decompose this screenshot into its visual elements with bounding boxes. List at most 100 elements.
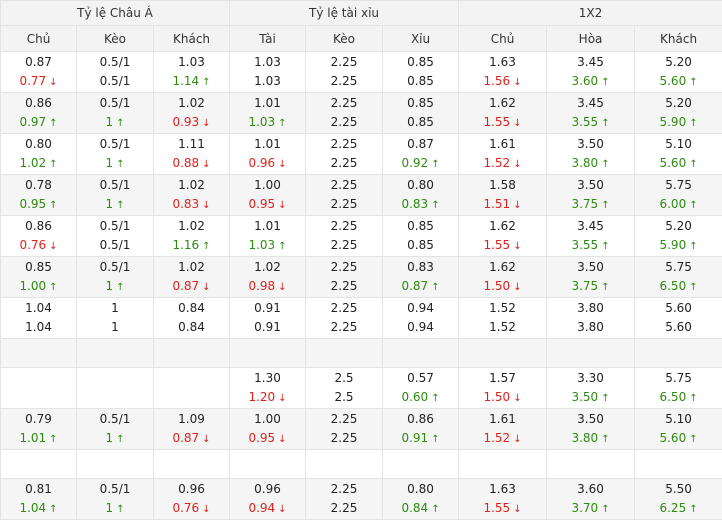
odds-value: 5.50: [665, 482, 692, 496]
odds-value: 1.51: [483, 197, 510, 211]
current-odds: 2.25: [306, 318, 382, 337]
odds-value: 3.75: [571, 197, 598, 211]
odds-value: 1.03: [248, 115, 275, 129]
odds-value: 0.5/1: [100, 137, 131, 151]
current-odds: 2.25: [306, 195, 382, 214]
opening-odds: 1.61: [459, 410, 546, 429]
odds-value: 5.60: [665, 301, 692, 315]
current-odds: 0.76↓: [154, 499, 229, 518]
odds-value: 3.50: [577, 412, 604, 426]
cell-home-win: [459, 450, 547, 479]
odds-value: 1: [105, 115, 113, 129]
arrow-down-icon: ↓: [278, 282, 286, 293]
current-odds: 1.55↓: [459, 113, 546, 132]
arrow-up-icon: ↑: [49, 504, 57, 515]
odds-value: 0.5/1: [100, 482, 131, 496]
opening-odds: 1.58: [459, 176, 546, 195]
cell-away-win: 5.60 5.60: [635, 298, 722, 339]
odds-value: 0.78: [25, 178, 52, 192]
odds-value: 5.60: [659, 156, 686, 170]
arrow-down-icon: ↓: [202, 159, 210, 170]
opening-odds: 5.10: [635, 135, 722, 154]
opening-odds: 0.5/1: [77, 217, 153, 236]
odds-value: 1.14: [172, 74, 199, 88]
odds-value: 0.84: [178, 301, 205, 315]
arrow-down-icon: ↓: [278, 393, 286, 404]
current-odds: 1↑: [77, 113, 153, 132]
cell-under: [383, 339, 459, 368]
arrow-down-icon: ↓: [513, 504, 521, 515]
odds-value: 0.96: [178, 482, 205, 496]
odds-value: 0.95: [248, 431, 275, 445]
odds-value: 2.25: [331, 178, 358, 192]
opening-odds: 1.09: [154, 410, 229, 429]
odds-value: 1.09: [178, 412, 205, 426]
opening-odds: 0.87: [383, 135, 458, 154]
odds-value: 2.25: [331, 260, 358, 274]
odds-value: 1.62: [489, 96, 516, 110]
current-odds: 0.91↑: [383, 429, 458, 448]
odds-value: 1.11: [178, 137, 205, 151]
opening-odds: 1.52: [459, 299, 546, 318]
current-odds: 0.85: [383, 72, 458, 91]
odds-value: 3.80: [577, 320, 604, 334]
odds-value: 1.02: [178, 96, 205, 110]
odds-value: 0.84: [401, 501, 428, 515]
group-header-asian-handicap: Tỷ lệ Châu Á: [1, 1, 230, 26]
current-odds: 0.85: [383, 113, 458, 132]
opening-odds: 0.85: [383, 217, 458, 236]
odds-value: 0.57: [407, 371, 434, 385]
odds-value: 0.96: [248, 156, 275, 170]
odds-value: 5.75: [665, 371, 692, 385]
opening-odds: 5.60: [635, 299, 722, 318]
odds-value: 0.80: [407, 178, 434, 192]
odds-value: 2.5: [334, 390, 353, 404]
current-odds: 0.84↑: [383, 499, 458, 518]
odds-value: 0.5/1: [100, 219, 131, 233]
odds-value: 1.02: [178, 219, 205, 233]
odds-value: 1: [105, 197, 113, 211]
odds-value: 5.60: [659, 431, 686, 445]
current-odds: 1.16↑: [154, 236, 229, 255]
odds-value: 0.95: [19, 197, 46, 211]
current-odds: 3.80↑: [547, 154, 634, 173]
cell-draw: [547, 339, 635, 368]
arrow-up-icon: ↑: [431, 504, 439, 515]
opening-odds: 5.75: [635, 369, 722, 388]
odds-value: 0.93: [172, 115, 199, 129]
odds-value: 0.94: [407, 301, 434, 315]
arrow-up-icon: ↑: [601, 118, 609, 129]
odds-value: 3.50: [571, 390, 598, 404]
current-odds: 1.03↑: [230, 236, 305, 255]
odds-value: 2.25: [331, 156, 358, 170]
current-odds: 5.60: [635, 318, 722, 337]
odds-value: 0.5/1: [100, 412, 131, 426]
group-header-row: Tỷ lệ Châu Á Tỷ lệ tài xỉu 1X2: [1, 1, 722, 26]
odds-value: 0.5/1: [100, 178, 131, 192]
current-odds: 6.50↑: [635, 277, 722, 296]
odds-value: 1: [105, 431, 113, 445]
arrow-up-icon: ↑: [601, 159, 609, 170]
odds-value: 1.57: [489, 371, 516, 385]
